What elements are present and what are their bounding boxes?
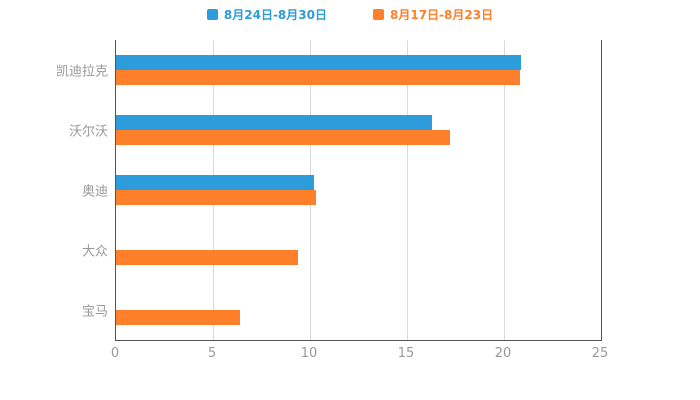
x-tick-label: 10: [300, 346, 318, 361]
plot-area: [115, 40, 602, 341]
category-label: 大众: [81, 244, 108, 260]
x-axis-labels: 0 5 10 15 20 25: [111, 346, 608, 366]
legend-label: 8月24日-8月30日: [223, 8, 327, 22]
legend-item-series-0[interactable]: 8月24日-8月30日: [206, 6, 327, 23]
category-label: 宝马: [81, 304, 108, 320]
gridline: [504, 40, 505, 340]
bar-series-1-category-2[interactable]: [116, 190, 316, 205]
legend-label: 8月17日-8月23日: [390, 8, 494, 22]
bar-series-0-category-2[interactable]: [116, 175, 314, 190]
gridline: [407, 40, 408, 340]
x-tick-label: 0: [110, 346, 120, 361]
bar-series-0-category-0[interactable]: [116, 55, 522, 70]
legend-marker-icon: [373, 9, 384, 20]
category-label: 奥迪: [81, 184, 108, 200]
bar-series-1-category-4[interactable]: [116, 310, 241, 325]
bar-series-1-category-1[interactable]: [116, 130, 450, 145]
bar-series-0-category-1[interactable]: [116, 115, 433, 130]
x-tick-label: 15: [397, 346, 415, 361]
chart-legend: 8月24日-8月30日 8月17日-8月23日: [0, 6, 700, 23]
x-tick-label: 20: [494, 346, 512, 361]
category-label: 凯迪拉克: [55, 64, 108, 80]
bar-series-1-category-0[interactable]: [116, 70, 520, 85]
legend-item-series-1[interactable]: 8月17日-8月23日: [373, 6, 493, 23]
legend-marker-icon: [206, 9, 218, 20]
x-tick-label: 25: [591, 346, 609, 361]
bar-series-1-category-3[interactable]: [116, 250, 299, 265]
category-label: 沃尔沃: [68, 124, 108, 140]
y-axis-labels: 凯迪拉克沃尔沃奥迪大众宝马: [0, 40, 108, 340]
x-tick-label: 5: [207, 346, 217, 361]
